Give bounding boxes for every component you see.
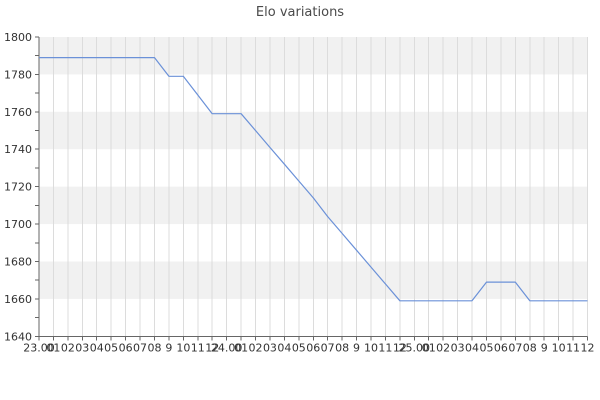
x-axis-label: 07 bbox=[321, 341, 335, 354]
x-axis-label: 25.00 bbox=[399, 341, 431, 354]
x-axis-label: 10 bbox=[364, 341, 378, 354]
x-axis-label: 07 bbox=[508, 341, 522, 354]
x-axis-label: 10 bbox=[552, 341, 566, 354]
x-axis-label: 04 bbox=[277, 341, 291, 354]
y-axis-label: 1720 bbox=[4, 181, 32, 194]
x-axis-label: 01 bbox=[234, 341, 248, 354]
x-axis-label: 23.00 bbox=[23, 341, 55, 354]
y-axis-label: 1700 bbox=[4, 218, 32, 231]
x-axis-label: 24.00 bbox=[211, 341, 243, 354]
x-axis-label: 08 bbox=[335, 341, 349, 354]
y-axis-label: 1740 bbox=[4, 143, 32, 156]
x-axis-label: 11 bbox=[378, 341, 392, 354]
x-axis-label: 05 bbox=[479, 341, 493, 354]
x-axis-label: 05 bbox=[292, 341, 306, 354]
y-axis-label: 1780 bbox=[4, 68, 32, 81]
y-axis-label: 1640 bbox=[4, 330, 32, 343]
y-axis-label: 1680 bbox=[4, 255, 32, 268]
x-axis-label: 12 bbox=[581, 341, 595, 354]
elo-series-line bbox=[39, 56, 588, 302]
x-axis-label: 11 bbox=[566, 341, 580, 354]
x-axis-label: 05 bbox=[104, 341, 118, 354]
x-axis-label: 06 bbox=[119, 341, 133, 354]
x-axis-label: 01 bbox=[46, 341, 60, 354]
x-axis-ticks bbox=[38, 336, 588, 341]
x-axis-label: 01 bbox=[422, 341, 436, 354]
x-axis-label: 03 bbox=[263, 341, 277, 354]
x-axis-label: 03 bbox=[451, 341, 465, 354]
x-axis-label: 04 bbox=[90, 341, 104, 354]
x-axis-label: 12 bbox=[393, 341, 407, 354]
x-axis-label: 02 bbox=[249, 341, 263, 354]
x-axis-label: 04 bbox=[465, 341, 479, 354]
x-axis-label: 07 bbox=[133, 341, 147, 354]
x-axis-label: 06 bbox=[494, 341, 508, 354]
x-axis-label: 08 bbox=[523, 341, 537, 354]
x-axis-label: 12 bbox=[205, 341, 219, 354]
x-axis-label: 08 bbox=[147, 341, 161, 354]
y-axis-label: 1760 bbox=[4, 106, 32, 119]
y-axis-label: 1660 bbox=[4, 293, 32, 306]
chart-title: Elo variations bbox=[255, 5, 345, 20]
x-axis-label: 02 bbox=[61, 341, 75, 354]
y-axis-ticks bbox=[35, 36, 39, 337]
x-axis-label: 10 bbox=[176, 341, 190, 354]
x-axis-label: 06 bbox=[306, 341, 320, 354]
x-axis-label: 03 bbox=[75, 341, 89, 354]
x-axis-label: 02 bbox=[436, 341, 450, 354]
x-axis-label: 11 bbox=[191, 341, 205, 354]
x-axis-label: 9 bbox=[165, 341, 172, 354]
x-axis-label: 9 bbox=[353, 341, 360, 354]
y-axis-label: 1800 bbox=[4, 31, 32, 44]
y-axis-labels: 1640 1660 1680 1700 1720 1740 1760 1780 1800 bbox=[4, 31, 32, 343]
x-axis-label: 9 bbox=[541, 341, 548, 354]
